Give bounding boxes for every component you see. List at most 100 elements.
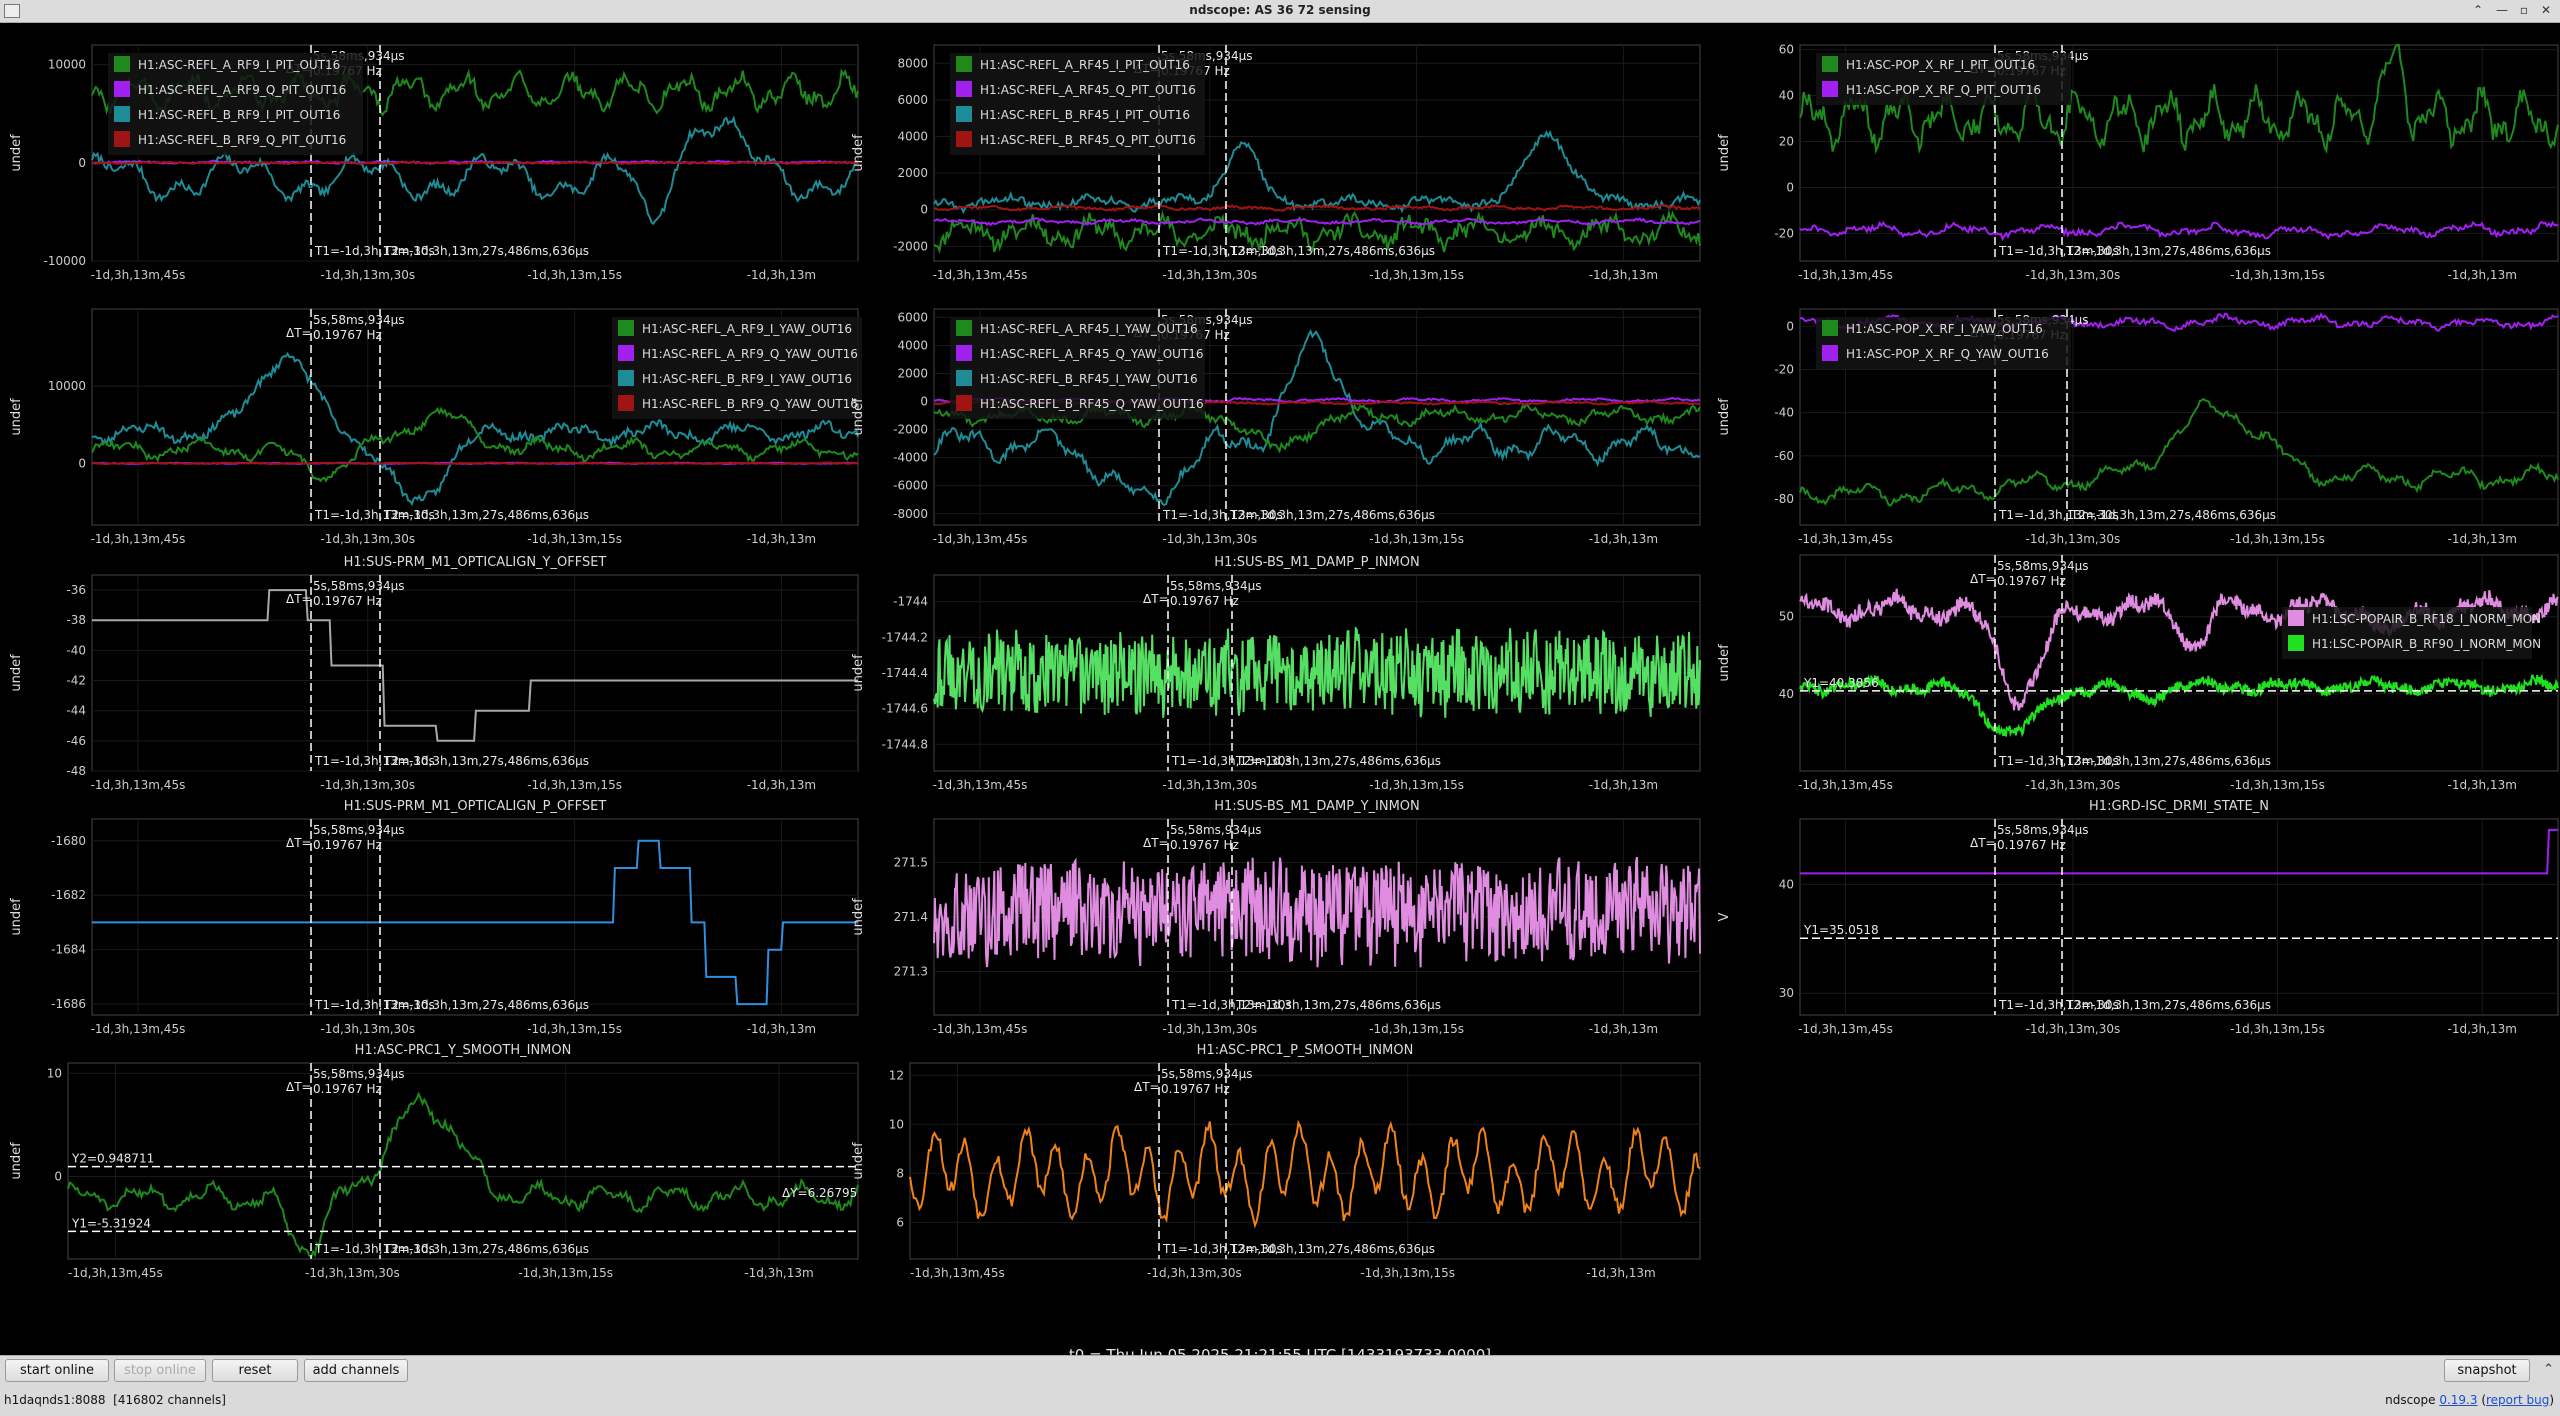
legend-swatch[interactable] xyxy=(618,320,634,336)
legend-entry[interactable]: H1:ASC-REFL_B_RF45_I_PIT_OUT16 xyxy=(980,108,1190,122)
legend-entry[interactable]: H1:LSC-POPAIR_B_RF90_I_NORM_MON xyxy=(2312,637,2541,651)
legend-swatch[interactable] xyxy=(618,370,634,386)
trace-line xyxy=(933,129,1701,215)
plot-p31[interactable]: H1:SUS-PRM_M1_OPTICALIGN_Y_OFFSET undef -3… xyxy=(4,551,864,801)
plot-p33[interactable]: undef 50 40 -1d,3h,13m,45s -1d,3h,13m,30s -1d… xyxy=(1712,551,2560,801)
legend-swatch[interactable] xyxy=(618,395,634,411)
legend-swatch[interactable] xyxy=(956,345,972,361)
plot-p12[interactable]: undef 8000 6000 4000 2000 0 -2000 -1d,3h,13m,45… xyxy=(846,41,1706,291)
legend-entry[interactable]: H1:ASC-REFL_A_RF45_Q_PIT_OUT16 xyxy=(980,83,1196,97)
plot-p42[interactable]: H1:SUS-BS_M1_DAMP_Y_INMON undef 271.5 271.4… xyxy=(846,795,1706,1045)
add-channels-button[interactable]: add channels xyxy=(304,1359,408,1382)
plot-p22[interactable]: undef 6000 4000 2000 0 -2000 -4000 -6000 -8000 -1… xyxy=(846,305,1706,555)
legend-swatch[interactable] xyxy=(2288,635,2304,651)
chevron-up-icon[interactable]: ⌃ xyxy=(2472,3,2484,17)
plot-p41[interactable]: H1:SUS-PRM_M1_OPTICALIGN_P_OFFSET undef -1… xyxy=(4,795,864,1045)
delta-t-value: 5s,58ms,934µs xyxy=(1170,823,1262,837)
legend-swatch[interactable] xyxy=(2288,610,2304,626)
start-online-button[interactable]: start online xyxy=(5,1359,109,1382)
legend-entry[interactable]: H1:ASC-REFL_A_RF45_I_PIT_OUT16 xyxy=(980,58,1190,72)
legend-entry[interactable]: H1:ASC-REFL_A_RF45_Q_YAW_OUT16 xyxy=(980,347,1204,361)
plot-p52[interactable]: H1:ASC-PRC1_P_SMOOTH_INMON undef 12 10 8 6 -1d… xyxy=(846,1039,1706,1289)
x-tick-label: -1d,3h,13m,15s xyxy=(1369,268,1464,282)
legend-swatch[interactable] xyxy=(956,395,972,411)
legend-entry[interactable]: H1:ASC-POP_X_RF_I_PIT_OUT16 xyxy=(1846,58,2035,72)
trace-line xyxy=(1799,673,2559,738)
plot-area[interactable]: t0 = Thu Jun 05 2025 21:21:55 UTC [14331… xyxy=(0,23,2560,1364)
plot-p13[interactable]: undef 60 40 20 0 -20 -1d,3h,13m,45s -1d,3h,13m,… xyxy=(1712,41,2560,291)
y1-cursor-label: Y1=40.3856 xyxy=(1803,676,1879,690)
maximize-icon[interactable]: ▫ xyxy=(2519,3,2529,17)
x-tick-label: -1d,3h,13m xyxy=(747,778,816,792)
y-tick-label: -48 xyxy=(66,764,86,778)
legend-swatch[interactable] xyxy=(1822,56,1838,72)
plot-svg[interactable]: undef 50 40 -1d,3h,13m,45s -1d,3h,13m,30s -1d… xyxy=(1712,551,2560,801)
reset-button[interactable]: reset xyxy=(212,1359,298,1382)
chevron-up-icon[interactable]: ⌃ xyxy=(2543,1362,2554,1377)
legend-swatch[interactable] xyxy=(114,56,130,72)
legend-swatch[interactable] xyxy=(1822,345,1838,361)
legend-entry[interactable]: H1:ASC-REFL_A_RF9_Q_PIT_OUT16 xyxy=(138,83,346,97)
legend-entry[interactable]: H1:ASC-REFL_A_RF9_I_PIT_OUT16 xyxy=(138,58,340,72)
legend-swatch[interactable] xyxy=(956,131,972,147)
plot-svg[interactable]: H1:GRD-ISC_DRMI_STATE_N V 40 30 -1d,3h,13m,4… xyxy=(1712,795,2560,1045)
plot-svg[interactable]: undef 60 40 20 0 -20 -1d,3h,13m,45s -1d,3h,13m,… xyxy=(1712,41,2560,291)
legend-entry[interactable]: H1:ASC-REFL_B_RF45_Q_YAW_OUT16 xyxy=(980,397,1204,411)
legend-swatch[interactable] xyxy=(956,56,972,72)
legend-entry[interactable]: H1:ASC-REFL_A_RF45_I_YAW_OUT16 xyxy=(980,322,1198,336)
plot-p23[interactable]: undef 0 -20 -40 -60 -80 -1d,3h,13m,45s -1d,3h,1… xyxy=(1712,305,2560,555)
legend-entry[interactable]: H1:ASC-REFL_B_RF9_I_YAW_OUT16 xyxy=(642,372,852,386)
legend-entry[interactable]: H1:ASC-REFL_B_RF9_I_PIT_OUT16 xyxy=(138,108,340,122)
legend-box xyxy=(612,317,862,419)
legend-entry[interactable]: H1:ASC-REFL_B_RF9_Q_PIT_OUT16 xyxy=(138,133,346,147)
delta-t-label: ΔT= xyxy=(286,836,312,850)
plot-p51[interactable]: H1:ASC-PRC1_Y_SMOOTH_INMON undef 10 0 -1d,3h… xyxy=(4,1039,864,1289)
plot-p21[interactable]: undef 10000 0 -1d,3h,13m,45s -1d,3h,13m,30s -… xyxy=(4,305,864,555)
plot-svg[interactable]: undef 6000 4000 2000 0 -2000 -4000 -6000 -8000 -1… xyxy=(846,305,1706,555)
legend-swatch[interactable] xyxy=(114,106,130,122)
plot-p32[interactable]: H1:SUS-BS_M1_DAMP_P_INMON undef -1744 -1744… xyxy=(846,551,1706,801)
plot-frame xyxy=(909,1062,1701,1260)
legend-swatch[interactable] xyxy=(618,345,634,361)
plot-p11[interactable]: undef 10000 0 -10000 -1d,3h,13m,45s -1d,3h,13… xyxy=(4,41,864,291)
legend-swatch[interactable] xyxy=(114,131,130,147)
plot-svg[interactable]: undef 10000 0 -1d,3h,13m,45s -1d,3h,13m,30s -… xyxy=(4,305,864,555)
plot-svg[interactable]: undef 8000 6000 4000 2000 0 -2000 -1d,3h,13m,45… xyxy=(846,41,1706,291)
legend-swatch[interactable] xyxy=(1822,81,1838,97)
trace-line xyxy=(91,461,859,466)
plot-title: H1:ASC-PRC1_P_SMOOTH_INMON xyxy=(1197,1043,1414,1058)
minimize-icon[interactable]: — xyxy=(2496,3,2508,17)
legend-entry[interactable]: H1:ASC-REFL_A_RF9_Q_YAW_OUT16 xyxy=(642,347,858,361)
report-bug-link[interactable]: report bug xyxy=(2486,1393,2550,1407)
legend-swatch[interactable] xyxy=(1822,320,1838,336)
close-icon[interactable]: ✕ xyxy=(2540,3,2552,17)
legend-entry[interactable]: H1:ASC-REFL_B_RF9_Q_YAW_OUT16 xyxy=(642,397,858,411)
legend-swatch[interactable] xyxy=(114,81,130,97)
version-link[interactable]: 0.19.3 xyxy=(2439,1393,2478,1407)
legend-entry[interactable]: H1:ASC-POP_X_RF_Q_PIT_OUT16 xyxy=(1846,83,2041,97)
t1-label: T1=-1d,3h,13m,30s xyxy=(314,1242,435,1256)
legend-entry[interactable]: H1:ASC-REFL_A_RF9_I_YAW_OUT16 xyxy=(642,322,852,336)
legend-entry[interactable]: H1:ASC-POP_X_RF_I_YAW_OUT16 xyxy=(1846,322,2043,336)
plot-svg[interactable]: undef 10000 0 -10000 -1d,3h,13m,45s -1d,3h,13… xyxy=(4,41,864,291)
legend-swatch[interactable] xyxy=(956,320,972,336)
snapshot-button[interactable]: snapshot xyxy=(2444,1359,2530,1382)
legend-entry[interactable]: H1:ASC-REFL_B_RF45_I_YAW_OUT16 xyxy=(980,372,1198,386)
legend-entry[interactable]: H1:ASC-POP_X_RF_Q_YAW_OUT16 xyxy=(1846,347,2049,361)
legend-entry[interactable]: H1:LSC-POPAIR_B_RF18_I_NORM_MON xyxy=(2312,612,2541,626)
legend-swatch[interactable] xyxy=(956,370,972,386)
plot-p43[interactable]: H1:GRD-ISC_DRMI_STATE_N V 40 30 -1d,3h,13m,4… xyxy=(1712,795,2560,1045)
legend-entry[interactable]: H1:ASC-REFL_B_RF45_Q_PIT_OUT16 xyxy=(980,133,1196,147)
legend-swatch[interactable] xyxy=(956,106,972,122)
plot-svg[interactable]: undef 0 -20 -40 -60 -80 -1d,3h,13m,45s -1d,3h,1… xyxy=(1712,305,2560,555)
delta-t-label: ΔT= xyxy=(1134,1080,1160,1094)
plot-title: H1:SUS-PRM_M1_OPTICALIGN_Y_OFFSET xyxy=(344,555,607,570)
delta-t-value: 5s,58ms,934µs xyxy=(313,823,405,837)
legend-swatch[interactable] xyxy=(956,81,972,97)
